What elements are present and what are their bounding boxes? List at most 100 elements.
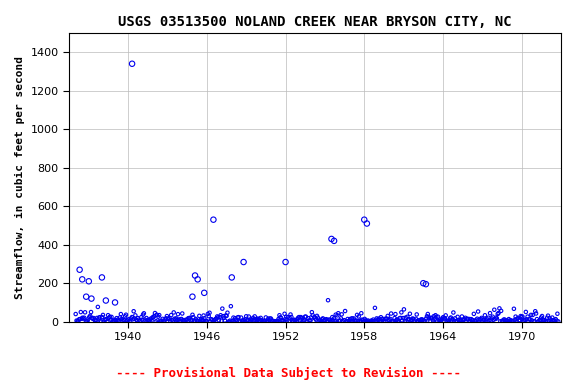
Point bbox=[460, 316, 469, 322]
Point bbox=[87, 296, 96, 302]
Point bbox=[337, 311, 346, 318]
Point bbox=[415, 318, 425, 324]
Point bbox=[481, 317, 490, 323]
Point bbox=[246, 318, 255, 324]
Point bbox=[319, 317, 328, 323]
Point bbox=[187, 319, 196, 325]
Point bbox=[343, 316, 353, 322]
Point bbox=[422, 316, 431, 322]
Point bbox=[168, 319, 177, 325]
Point bbox=[290, 317, 300, 323]
Point bbox=[546, 317, 555, 323]
Point bbox=[522, 316, 531, 323]
Point bbox=[81, 309, 90, 315]
Point bbox=[100, 317, 109, 323]
Point bbox=[448, 316, 457, 322]
Point bbox=[500, 316, 509, 323]
Point bbox=[501, 318, 510, 324]
Point bbox=[213, 313, 222, 319]
Point bbox=[122, 312, 131, 318]
Point bbox=[156, 318, 165, 324]
Point bbox=[441, 312, 450, 318]
Point bbox=[389, 318, 399, 324]
Point bbox=[328, 318, 338, 324]
Point bbox=[270, 318, 279, 324]
Point bbox=[230, 315, 240, 321]
Point bbox=[274, 316, 283, 322]
Point bbox=[543, 314, 552, 321]
Point bbox=[128, 316, 138, 322]
Point bbox=[161, 316, 170, 323]
Point bbox=[118, 318, 127, 324]
Point bbox=[317, 316, 327, 322]
Point bbox=[414, 318, 423, 324]
Point bbox=[456, 318, 465, 324]
Point bbox=[489, 317, 498, 323]
Point bbox=[492, 315, 502, 321]
Point bbox=[200, 290, 209, 296]
Point bbox=[203, 311, 213, 317]
Text: ---- Provisional Data Subject to Revision ----: ---- Provisional Data Subject to Revisio… bbox=[116, 367, 460, 380]
Point bbox=[248, 315, 257, 321]
Point bbox=[532, 310, 541, 316]
Point bbox=[276, 314, 285, 320]
Point bbox=[319, 315, 328, 321]
Point bbox=[154, 312, 164, 318]
Title: USGS 03513500 NOLAND CREEK NEAR BRYSON CITY, NC: USGS 03513500 NOLAND CREEK NEAR BRYSON C… bbox=[118, 15, 512, 29]
Point bbox=[153, 318, 162, 324]
Point bbox=[471, 318, 480, 324]
Point bbox=[196, 318, 205, 324]
Point bbox=[283, 314, 293, 320]
Point bbox=[138, 317, 147, 323]
Point bbox=[329, 315, 339, 321]
Point bbox=[491, 316, 500, 322]
Point bbox=[185, 315, 195, 321]
Point bbox=[458, 317, 467, 323]
Point bbox=[339, 318, 348, 324]
Point bbox=[520, 317, 529, 323]
Point bbox=[78, 314, 87, 321]
Point bbox=[119, 317, 128, 323]
Point bbox=[353, 318, 362, 324]
Point bbox=[156, 318, 165, 324]
Point bbox=[443, 318, 452, 324]
Point bbox=[533, 318, 543, 324]
Point bbox=[259, 318, 268, 324]
Point bbox=[71, 311, 80, 317]
Point bbox=[397, 309, 406, 315]
Point bbox=[539, 318, 548, 324]
Point bbox=[324, 316, 334, 323]
Point bbox=[105, 314, 115, 320]
Point bbox=[214, 317, 223, 323]
Point bbox=[149, 314, 158, 320]
Point bbox=[200, 315, 209, 321]
Point bbox=[358, 316, 367, 323]
Point bbox=[154, 314, 163, 320]
Point bbox=[285, 315, 294, 321]
Point bbox=[191, 316, 200, 322]
Point bbox=[437, 317, 446, 323]
Point bbox=[216, 312, 225, 318]
Point bbox=[420, 318, 430, 324]
Point bbox=[221, 313, 230, 319]
Point bbox=[112, 315, 121, 321]
Point bbox=[96, 318, 105, 324]
Point bbox=[189, 314, 198, 320]
Point bbox=[248, 317, 257, 323]
Point bbox=[349, 315, 358, 321]
Point bbox=[125, 318, 134, 324]
Point bbox=[512, 316, 521, 322]
Point bbox=[347, 315, 357, 321]
Point bbox=[110, 317, 119, 323]
Point bbox=[465, 316, 474, 322]
Point bbox=[340, 317, 349, 323]
Point bbox=[275, 312, 284, 318]
Point bbox=[550, 318, 559, 324]
Point bbox=[463, 316, 472, 322]
Point bbox=[511, 314, 520, 320]
Point bbox=[240, 318, 249, 324]
Point bbox=[325, 317, 334, 323]
Point bbox=[363, 318, 372, 324]
Point bbox=[286, 311, 295, 318]
Point bbox=[514, 315, 523, 321]
